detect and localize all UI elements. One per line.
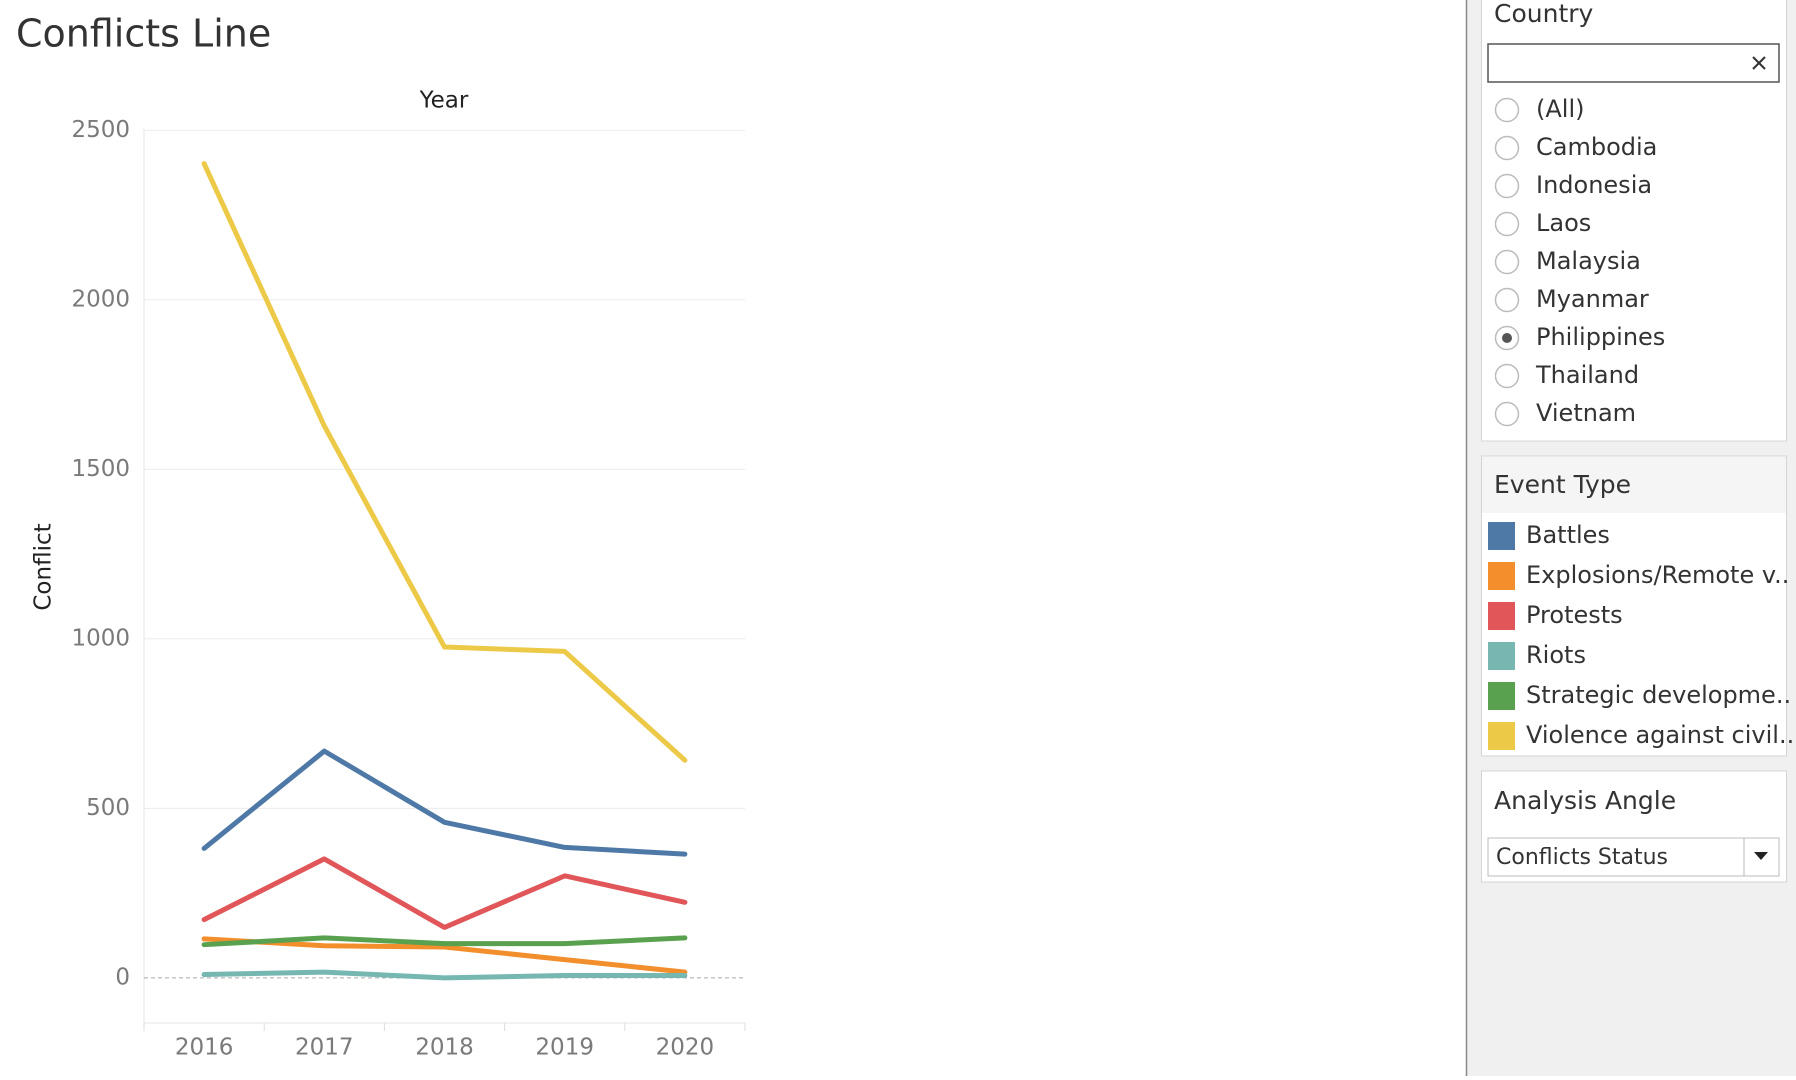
legend-label[interactable]: Explosions/Remote v.. — [1526, 561, 1789, 589]
radio[interactable] — [1494, 249, 1520, 275]
y-tick-label: 2000 — [71, 286, 130, 312]
option-label[interactable]: (All) — [1536, 95, 1584, 123]
legend-swatch[interactable] — [1488, 722, 1515, 750]
radio[interactable] — [1494, 401, 1520, 427]
option-label[interactable]: Philippines — [1536, 323, 1665, 351]
x-tick-label: 2018 — [415, 1035, 474, 1061]
x-tick-label: 2017 — [295, 1035, 354, 1061]
series-line — [201, 856, 688, 930]
radio[interactable] — [1494, 97, 1520, 123]
legend-label[interactable]: Violence against civil.. — [1526, 721, 1794, 749]
option-label[interactable]: Vietnam — [1536, 399, 1636, 427]
radio[interactable] — [1494, 173, 1520, 199]
filter-title: Country — [1494, 0, 1594, 28]
radio[interactable] — [1494, 211, 1520, 237]
legend-swatch[interactable] — [1488, 642, 1515, 670]
legend-swatch[interactable] — [1488, 562, 1515, 590]
legend-swatch[interactable] — [1488, 602, 1515, 630]
legend: Battles Explosions/Remote v.. Protests Riot… — [1488, 521, 1794, 750]
dropdown[interactable] — [1487, 837, 1780, 877]
x-tick-label: 2016 — [175, 1035, 234, 1061]
series-line — [201, 748, 688, 857]
series-line — [201, 969, 688, 981]
clear-icon[interactable] — [1752, 56, 1766, 70]
radio-dot[interactable] — [1502, 333, 1512, 343]
series-line — [201, 935, 688, 948]
option-label[interactable]: Indonesia — [1536, 171, 1652, 199]
angle-title: Analysis Angle — [1494, 786, 1676, 815]
radio[interactable] — [1494, 363, 1520, 389]
option-label[interactable]: Malaysia — [1536, 247, 1641, 275]
search-box[interactable] — [1487, 43, 1780, 83]
option-list: (All) Cambodia Indonesia Laos Malaysia Myanma… — [1494, 95, 1665, 427]
series-line — [201, 936, 688, 975]
y-tick-label: 500 — [86, 795, 130, 821]
series-line — [201, 161, 688, 763]
legend-label[interactable]: Riots — [1526, 641, 1586, 669]
option-label[interactable]: Laos — [1536, 209, 1591, 237]
legend-header — [1482, 457, 1786, 513]
x-tick-label: 2019 — [535, 1035, 594, 1061]
column-header: Year — [419, 88, 469, 114]
y-tick-label: 1000 — [71, 625, 130, 651]
y-tick-label: 1500 — [71, 456, 130, 482]
legend-swatch[interactable] — [1488, 682, 1515, 710]
x-tick-label: 2020 — [656, 1035, 715, 1061]
y-tick-label: 0 — [115, 964, 130, 990]
option-label[interactable]: Cambodia — [1536, 133, 1657, 161]
legend-label[interactable]: Battles — [1526, 521, 1610, 549]
legend-label[interactable]: Strategic developme.. — [1526, 681, 1791, 709]
dropdown-arrow[interactable] — [1754, 852, 1768, 860]
dropdown-value: Conflicts Status — [1496, 845, 1668, 870]
radio[interactable] — [1494, 135, 1520, 161]
option-label[interactable]: Thailand — [1535, 361, 1639, 389]
plot: 0 500 1000 1500 2000 2500 2016 2017 2018 2019 2020 — [71, 117, 746, 1061]
chart-title: Conflicts Line — [16, 12, 271, 56]
y-axis-label: Conflict — [31, 523, 57, 610]
legend-label[interactable]: Protests — [1526, 601, 1623, 629]
option-label[interactable]: Myanmar — [1536, 285, 1649, 313]
radio[interactable] — [1494, 287, 1520, 313]
legend-title: Event Type — [1494, 470, 1631, 499]
legend-swatch[interactable] — [1488, 522, 1515, 550]
y-tick-label: 2500 — [71, 117, 130, 143]
